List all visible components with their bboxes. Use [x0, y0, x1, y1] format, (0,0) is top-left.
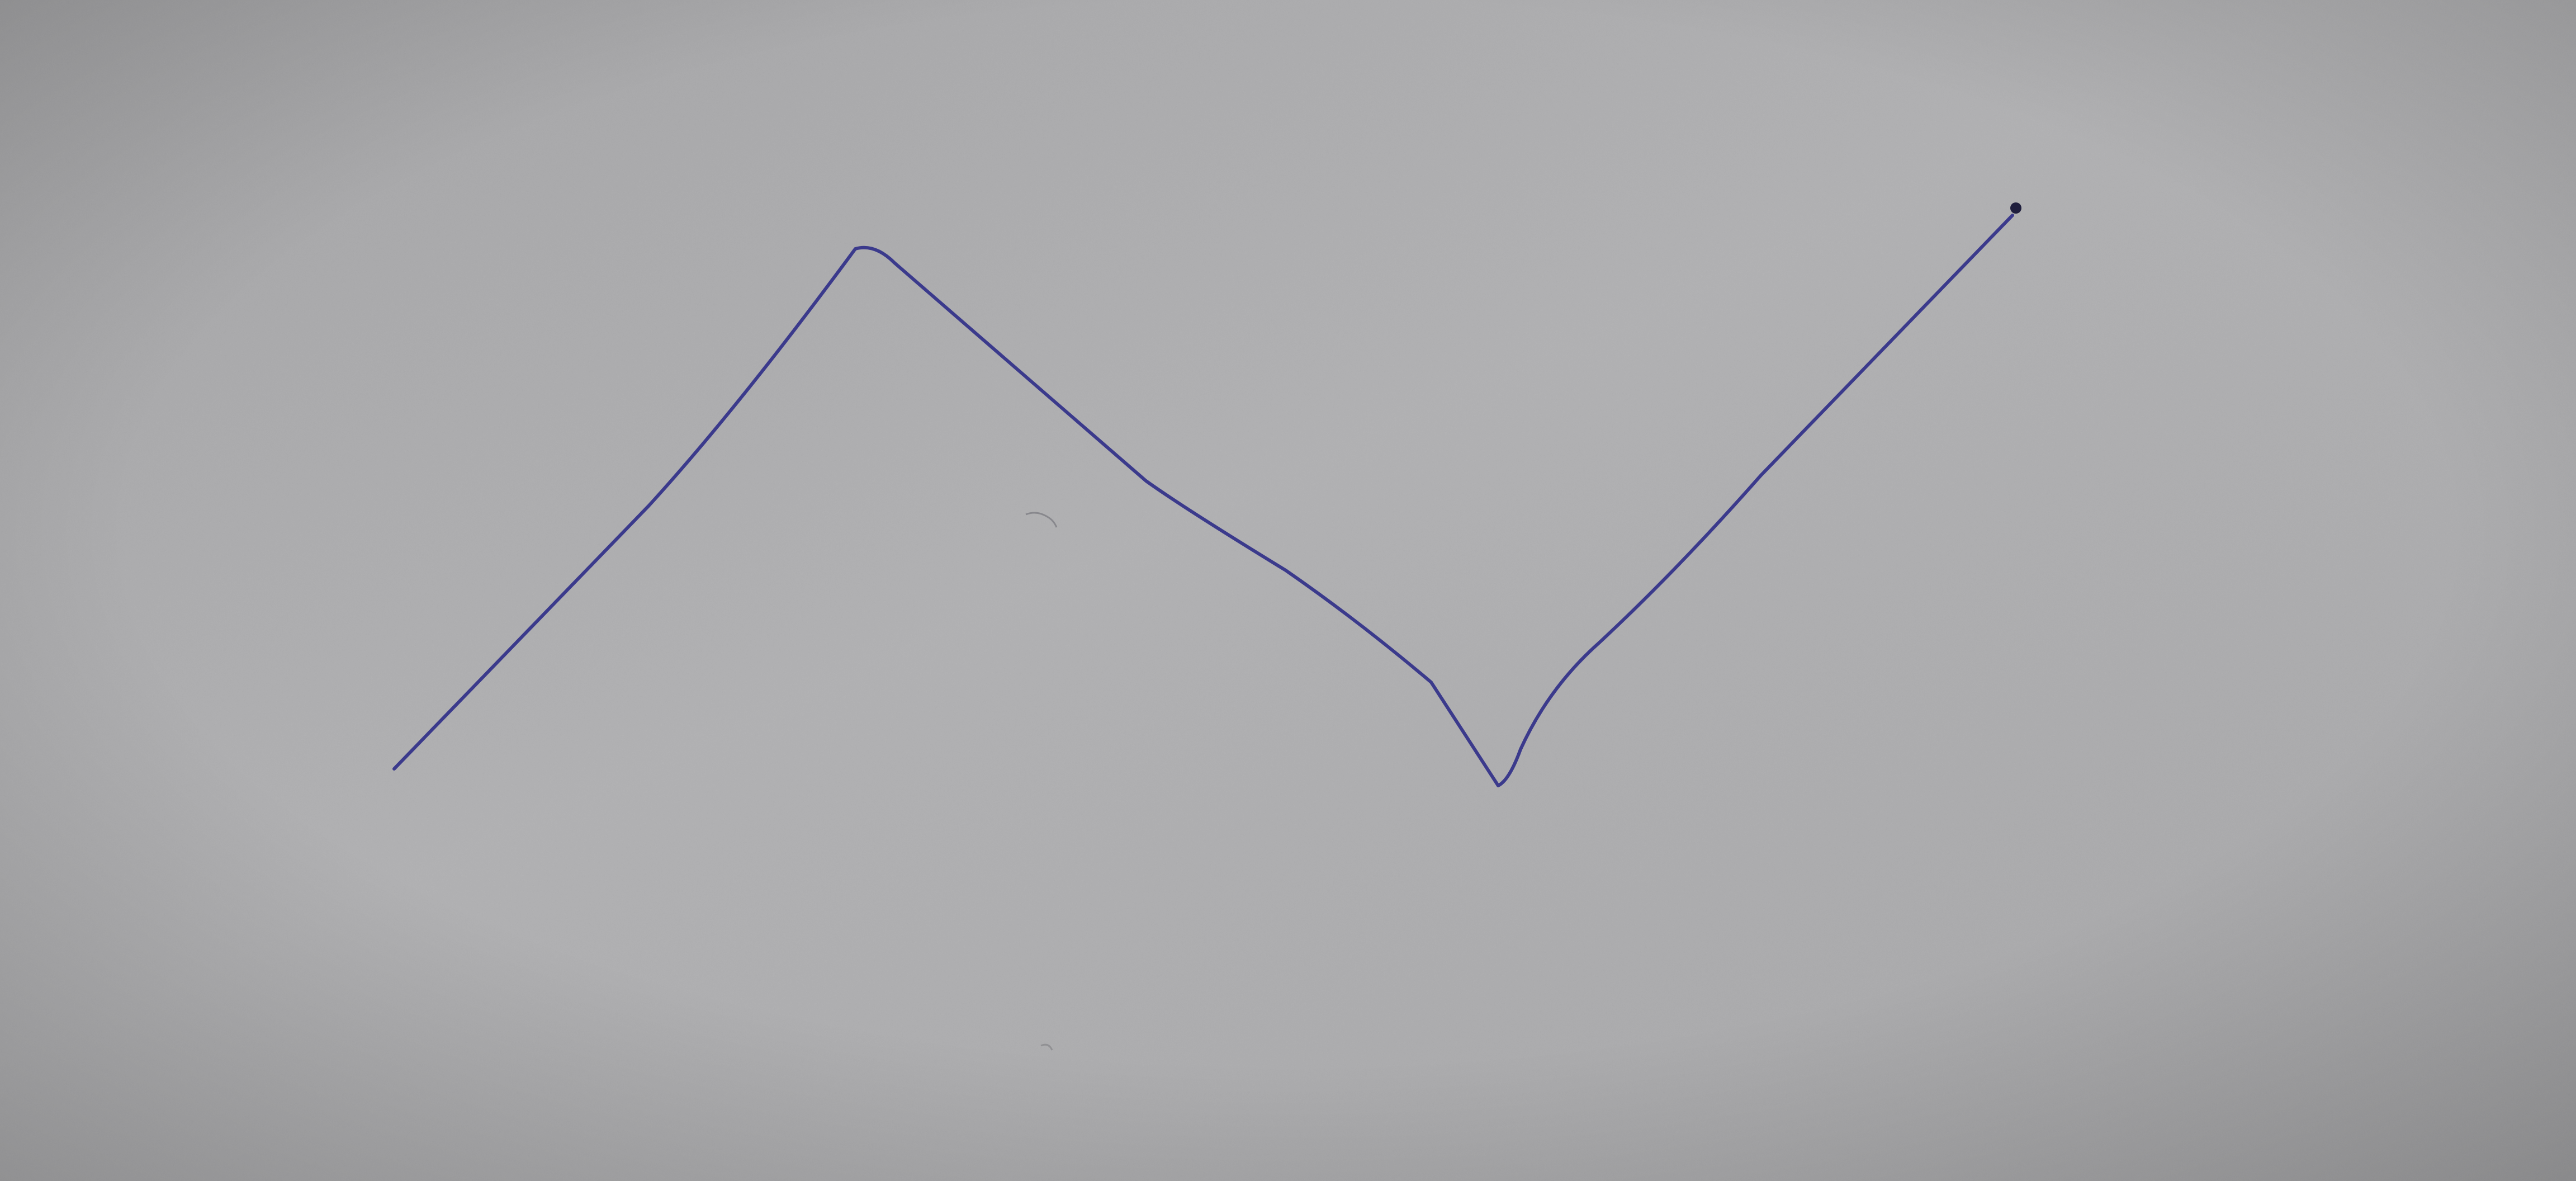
zigzag-pen-line	[392, 214, 2014, 787]
paper-fiber-mark-2	[1040, 1043, 1053, 1051]
paper-fiber-mark	[1025, 512, 1058, 528]
pen-tip-dot	[2010, 202, 2021, 214]
